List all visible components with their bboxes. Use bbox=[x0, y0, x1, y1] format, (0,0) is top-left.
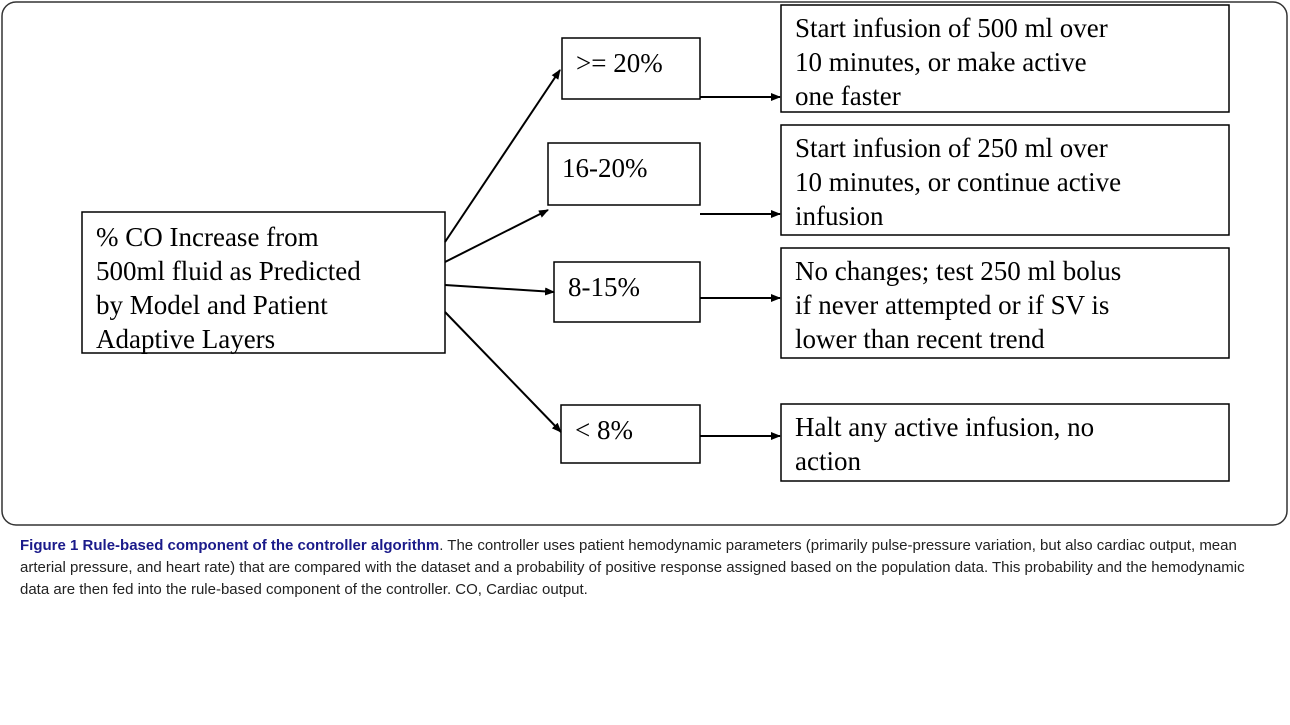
caption-text: . The controller uses patient hemodynami… bbox=[20, 537, 1245, 598]
arrow bbox=[444, 311, 562, 433]
condition-box bbox=[547, 142, 701, 206]
action-text: Start infusion of 500 ml over bbox=[795, 13, 1108, 43]
action-text: 10 minutes, or make active bbox=[795, 47, 1087, 77]
action-box bbox=[780, 403, 1230, 482]
root-text: 500ml fluid as Predicted bbox=[96, 256, 361, 286]
action-text: action bbox=[795, 446, 861, 476]
root-text: by Model and Patient bbox=[96, 290, 328, 320]
arrow bbox=[444, 69, 561, 243]
root-text: % CO Increase from bbox=[96, 222, 319, 252]
caption-label: Figure 1 bbox=[20, 537, 79, 554]
figure-border bbox=[1, 1, 1288, 526]
arrow bbox=[444, 209, 549, 263]
action-text: if never attempted or if SV is bbox=[795, 290, 1109, 320]
action-text: infusion bbox=[795, 201, 884, 231]
root-box bbox=[81, 211, 446, 354]
condition-box bbox=[553, 261, 701, 323]
caption: Figure 1 Rule-based component of the con… bbox=[20, 535, 1270, 601]
caption-title: Rule-based component of the controller a… bbox=[82, 537, 440, 554]
action-text: Start infusion of 250 ml over bbox=[795, 133, 1108, 163]
condition-text: 16-20% bbox=[562, 153, 647, 183]
condition-text: 8-15% bbox=[568, 272, 640, 302]
action-text: 10 minutes, or continue active bbox=[795, 167, 1121, 197]
root-text: Adaptive Layers bbox=[96, 324, 275, 354]
condition-text: < 8% bbox=[575, 415, 633, 445]
action-text: No changes; test 250 ml bolus bbox=[795, 256, 1121, 286]
condition-box bbox=[560, 404, 701, 464]
action-box bbox=[780, 4, 1230, 113]
diagram: % CO Increase from 500ml fluid as Predict… bbox=[1, 1, 1288, 526]
arrow bbox=[444, 284, 555, 296]
condition-text: >= 20% bbox=[576, 48, 663, 78]
condition-box bbox=[561, 37, 701, 100]
action-text: one faster bbox=[795, 81, 901, 111]
action-text: Halt any active infusion, no bbox=[795, 412, 1094, 442]
action-text: lower than recent trend bbox=[795, 324, 1045, 354]
action-box bbox=[780, 124, 1230, 236]
action-box bbox=[780, 247, 1230, 359]
